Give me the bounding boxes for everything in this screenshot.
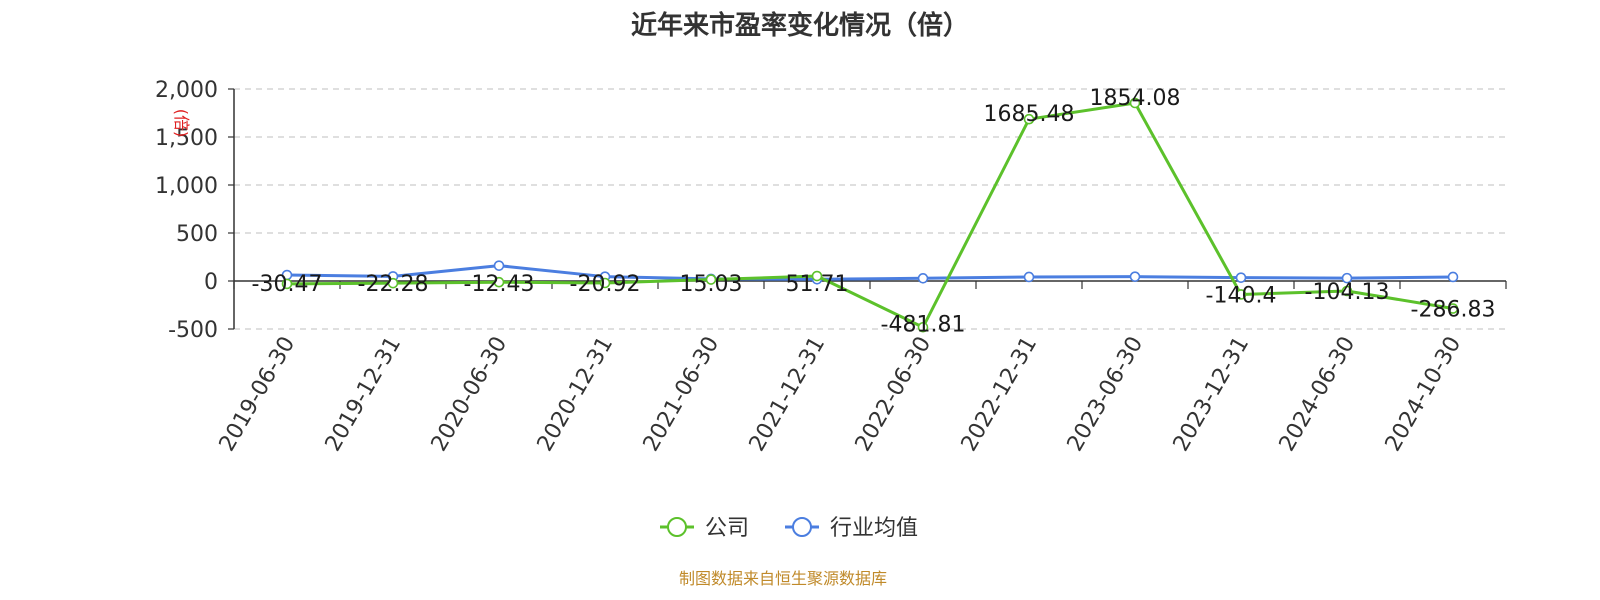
data-point[interactable]: [1341, 285, 1353, 297]
x-tick-label: 2019-12-31: [321, 333, 407, 456]
data-point[interactable]: [1129, 97, 1141, 109]
y-tick-label: 2,000: [155, 78, 218, 103]
data-point[interactable]: [1235, 272, 1247, 283]
data-label: -140.4: [1206, 283, 1277, 308]
x-tick-label: 2024-06-30: [1275, 333, 1361, 456]
legend-item[interactable]: 行业均值: [785, 516, 918, 541]
x-tick-label: 2021-06-30: [639, 333, 725, 456]
x-tick-label: 2024-10-30: [1381, 333, 1467, 456]
y-tick-label: -500: [168, 318, 218, 343]
data-point[interactable]: [1235, 289, 1247, 300]
data-point[interactable]: [1341, 272, 1353, 284]
data-labels: -30.47 -22.28 -12.43 -20.92 15.03 51.71 -481.8…: [252, 86, 1496, 337]
data-label: -481.81: [881, 312, 966, 337]
y-tick-label: 0: [204, 270, 218, 295]
data-label: -104.13: [1305, 280, 1390, 305]
x-tick-label: 2020-12-31: [533, 333, 619, 456]
y-tick-label: 500: [176, 222, 218, 247]
data-point[interactable]: [1447, 271, 1459, 283]
source-note: 制图数据来自恒生聚源数据库: [679, 569, 887, 588]
data-label: 51.71: [786, 272, 849, 297]
legend-label: 公司: [705, 516, 749, 541]
data-label: 1854.08: [1090, 86, 1181, 111]
grid-lines: [234, 88, 1506, 330]
legend[interactable]: 公司 行业均值: [660, 516, 918, 541]
x-tick-label: 2022-06-30: [851, 333, 937, 456]
data-point[interactable]: [705, 274, 717, 285]
data-label: -20.92: [570, 272, 641, 297]
data-point[interactable]: [493, 276, 505, 288]
x-tick-label: 2021-12-31: [745, 333, 831, 456]
y-tick-label: 1,000: [155, 174, 218, 199]
data-point[interactable]: [917, 273, 929, 284]
chart-title: 近年来市盈率变化情况（倍）: [631, 10, 969, 41]
data-label: -22.28: [358, 272, 429, 297]
x-tick-labels: 2019-06-30 2019-12-31 2020-06-30 2020-12-31…: [215, 333, 1467, 456]
legend-marker: [792, 517, 812, 537]
data-point[interactable]: [1023, 271, 1035, 283]
series-line: [286, 101, 1454, 329]
legend-label: 行业均值: [830, 516, 918, 541]
y-tick-labels: -500 0 500 1,000 1,500 2,000: [155, 78, 218, 343]
data-label: 15.03: [680, 272, 743, 297]
data-label: -30.47: [252, 272, 323, 297]
series-lines: [281, 97, 1459, 333]
data-point[interactable]: [917, 321, 929, 333]
series-line: [286, 264, 1454, 281]
data-point[interactable]: [387, 277, 399, 289]
x-tick-label: 2020-06-30: [427, 333, 513, 456]
legend-marker: [667, 517, 687, 537]
x-tick-label: 2023-12-31: [1169, 333, 1255, 456]
x-tick-label: 2019-06-30: [215, 333, 301, 456]
y-unit-label: (倍): [172, 109, 191, 138]
data-point[interactable]: [599, 277, 611, 289]
data-point[interactable]: [1129, 271, 1141, 282]
data-point[interactable]: [1023, 113, 1035, 125]
data-label: 1685.48: [984, 102, 1075, 127]
data-label: -286.83: [1411, 298, 1496, 323]
data-point[interactable]: [811, 270, 823, 282]
data-point[interactable]: [281, 278, 293, 290]
legend-item[interactable]: 公司: [660, 516, 749, 541]
x-tick-label: 2023-06-30: [1063, 333, 1149, 456]
data-point[interactable]: [493, 260, 505, 271]
data-point[interactable]: [1447, 303, 1459, 314]
data-label: -12.43: [464, 272, 535, 297]
y-tick-label: 1,500: [155, 126, 218, 151]
x-tick-label: 2022-12-31: [957, 333, 1043, 456]
